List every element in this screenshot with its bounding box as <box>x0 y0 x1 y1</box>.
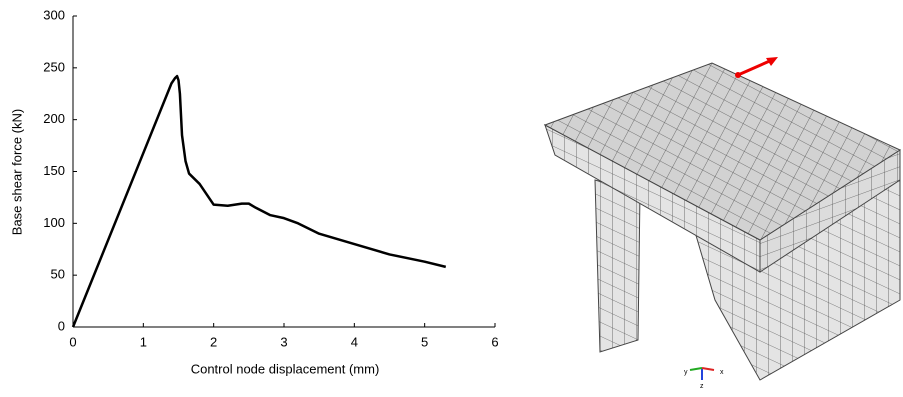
page: {"chart_data": {"type": "line", "xlabel"… <box>0 0 903 397</box>
y-tick-label: 0 <box>58 318 65 333</box>
triad-label: z <box>700 383 704 390</box>
x-tick-label: 2 <box>210 334 217 349</box>
y-tick-label: 100 <box>43 215 65 230</box>
y-axis-label: Base shear force (kN) <box>9 109 24 235</box>
x-tick-label: 5 <box>421 334 428 349</box>
y-tick-label: 50 <box>51 267 65 282</box>
x-tick-label: 0 <box>69 334 76 349</box>
x-tick-label: 4 <box>351 334 358 349</box>
y-tick-label: 150 <box>43 163 65 178</box>
triad-label: x <box>720 369 724 376</box>
x-tick-label: 3 <box>280 334 287 349</box>
mesh-column <box>595 180 640 352</box>
curve <box>73 76 446 327</box>
triad-x <box>702 368 714 370</box>
y-tick-label: 250 <box>43 59 65 74</box>
x-axis-label: Control node displacement (mm) <box>191 361 380 376</box>
load-point <box>735 72 741 78</box>
triad-y <box>690 368 702 370</box>
y-tick-label: 200 <box>43 111 65 126</box>
mesh-model: y x z <box>545 57 900 390</box>
triad-label: y <box>684 369 688 376</box>
load-arrow <box>738 60 772 75</box>
figure: y x z Control node displacement (mm) Bas… <box>0 0 903 397</box>
y-tick-label: 300 <box>43 7 65 22</box>
x-tick-label: 1 <box>140 334 147 349</box>
x-tick-label: 6 <box>491 334 498 349</box>
